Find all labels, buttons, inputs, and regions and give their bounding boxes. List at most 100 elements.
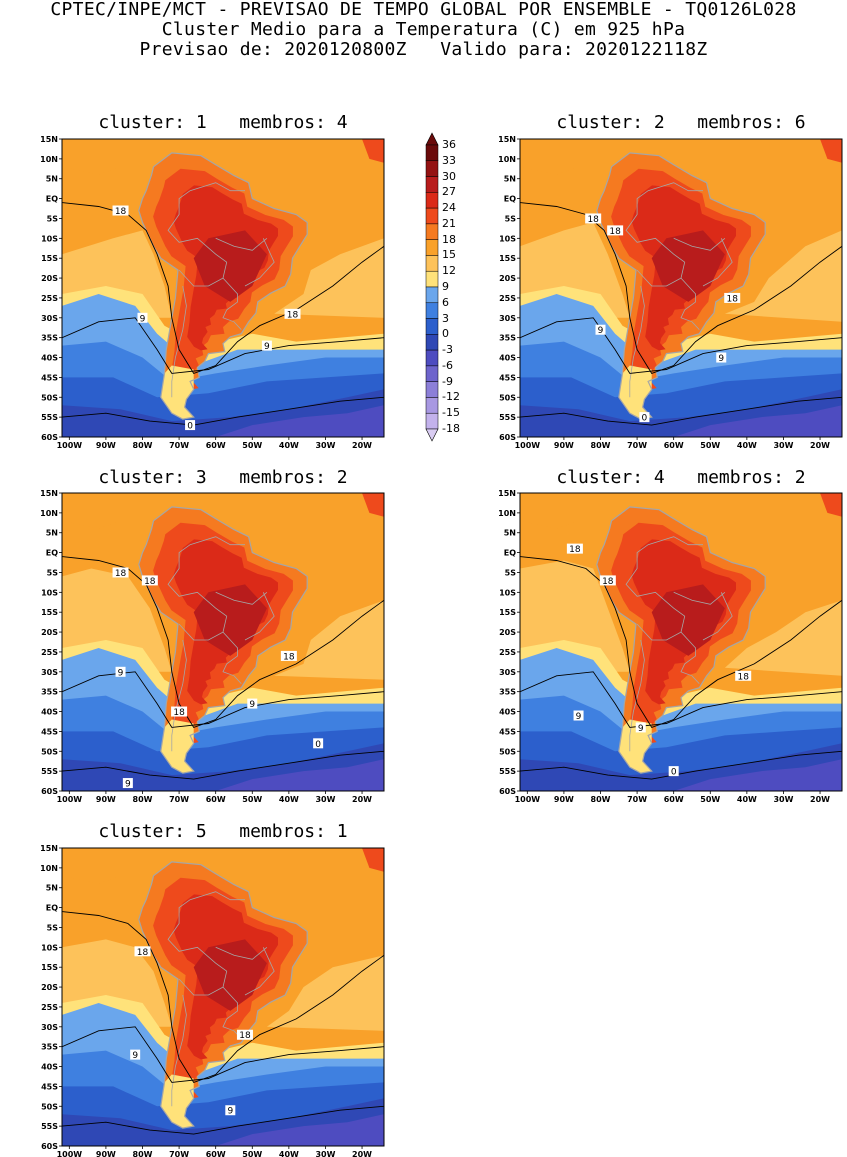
contour-line	[520, 671, 842, 728]
lat-label: EQ	[46, 549, 58, 558]
lat-label: 5N	[504, 175, 516, 184]
lat-label: 5N	[46, 529, 58, 538]
ocean-21-patch-nw	[62, 493, 121, 529]
map-frame	[519, 492, 843, 792]
contour-label-bg	[134, 946, 151, 957]
lon-label: 30W	[773, 795, 793, 804]
lat-label: 25S	[499, 294, 516, 303]
colorbar-label: -18	[442, 422, 460, 435]
lon-label: 30W	[773, 441, 793, 450]
map-frame	[61, 847, 385, 1147]
colorbar-label: 36	[442, 138, 456, 151]
lat-label: 30S	[499, 314, 516, 323]
lat-label: 45S	[499, 727, 516, 736]
lon-label: 100W	[57, 795, 83, 804]
map-panel-3: 18 18 18 18 9 9 0 9 15N 10N 5N EQ 5S 10S 15S 20S 25S 30S 3…	[40, 489, 385, 804]
map-frame	[519, 138, 843, 438]
lat-label: 15N	[40, 844, 58, 853]
contour-label: 9	[140, 314, 146, 324]
lat-label: 60S	[41, 1142, 58, 1151]
ocean-15-east	[724, 600, 842, 676]
lat-label: 30S	[499, 668, 516, 677]
panel-title-2: cluster: 2 membros: 6	[556, 112, 806, 133]
contour-label-bg	[635, 722, 646, 733]
country-border	[222, 277, 242, 330]
lat-label: 20S	[41, 983, 58, 992]
colorbar-label: 15	[442, 248, 456, 262]
country-border	[244, 238, 275, 287]
panel-title-4: cluster: 4 membros: 2	[556, 467, 806, 488]
lat-label: 40S	[499, 708, 516, 717]
contour-label: 18	[115, 569, 127, 579]
colorbar-segment	[425, 223, 439, 240]
colorbar-label: 0	[442, 327, 449, 341]
colorbar-label: -6	[442, 358, 453, 372]
lat-label: 50S	[499, 747, 516, 756]
coastline	[138, 861, 308, 1129]
contour-label-bg	[595, 324, 606, 335]
colorbar-segment	[425, 176, 439, 193]
country-border	[244, 947, 275, 996]
lat-label: 10S	[499, 588, 516, 597]
ocean-m3-band	[215, 1114, 384, 1146]
lat-label: 60S	[41, 787, 58, 796]
colorbar-label: 6	[442, 295, 449, 309]
lon-label: 50W	[700, 441, 720, 450]
lat-label: 35S	[499, 334, 516, 343]
lat-label: 25S	[41, 294, 58, 303]
lat-label: 5S	[47, 214, 59, 223]
lat-label: 20S	[41, 274, 58, 283]
panel-title-5: cluster: 5 membros: 1	[98, 821, 348, 842]
country-border	[702, 592, 733, 641]
lat-label: 30S	[41, 668, 58, 677]
map-panel-2: 18 18 18 9 9 0 15N 10N 5N EQ 5S 10S 15S 20S 25S 30S 35S 4…	[498, 135, 843, 450]
contour-label: 18	[287, 310, 299, 320]
contour-label-bg	[225, 1105, 236, 1116]
land-patagonia	[160, 1074, 194, 1129]
colorbar-label: 18	[442, 232, 456, 246]
contour-label-bg	[599, 575, 616, 586]
lat-label: 10N	[498, 509, 516, 518]
lat-label: 5S	[47, 568, 59, 577]
lat-label: 15S	[499, 608, 516, 617]
contour-label: 18	[727, 294, 739, 304]
contour-label: 9	[638, 724, 644, 734]
lat-label: 15S	[41, 254, 58, 263]
contour-label-bg	[171, 706, 188, 717]
contour-label-bg	[130, 1049, 141, 1060]
lat-label: 40S	[41, 708, 58, 717]
lat-label: 20S	[41, 628, 58, 637]
colorbar-segment	[425, 286, 439, 304]
contour-label-bg	[115, 666, 126, 677]
colorbar-label: 21	[442, 216, 456, 230]
ocean-21-patch-ne	[820, 139, 842, 163]
colorbar-top-arrow	[425, 132, 439, 146]
lon-label: 30W	[315, 1150, 335, 1157]
lat-label: 50S	[41, 393, 58, 402]
lat-label: 20S	[499, 274, 516, 283]
lat-label: EQ	[46, 195, 58, 204]
map-panel-4: 18 18 18 9 9 0 15N 10N 5N EQ 5S 10S 15S 20S 25S 30S 35S 4…	[498, 489, 843, 804]
lon-label: 100W	[57, 1150, 83, 1157]
country-border	[629, 285, 645, 398]
contour-label-bg	[280, 650, 297, 661]
lat-label: 5S	[47, 923, 59, 932]
colorbar-label: 33	[442, 153, 456, 167]
colorbar-segment	[425, 365, 439, 382]
country-border	[702, 238, 733, 287]
colorbar-segment	[425, 239, 439, 256]
ocean-15-east	[724, 230, 842, 322]
colorbar-label: -3	[442, 343, 453, 357]
contour-label: 0	[671, 768, 677, 778]
contour-label: 18	[144, 577, 156, 587]
country-border	[167, 891, 245, 996]
contour-label-bg	[122, 778, 133, 789]
colorbar-segment	[425, 412, 439, 430]
contour-line	[62, 202, 384, 374]
contour-label-bg	[284, 308, 301, 319]
lon-label: 60W	[206, 1150, 226, 1157]
ocean-21-patch-nw	[520, 139, 579, 175]
contour-label-bg	[141, 575, 158, 586]
lat-label: 5N	[46, 884, 58, 893]
lat-label: EQ	[504, 195, 516, 204]
